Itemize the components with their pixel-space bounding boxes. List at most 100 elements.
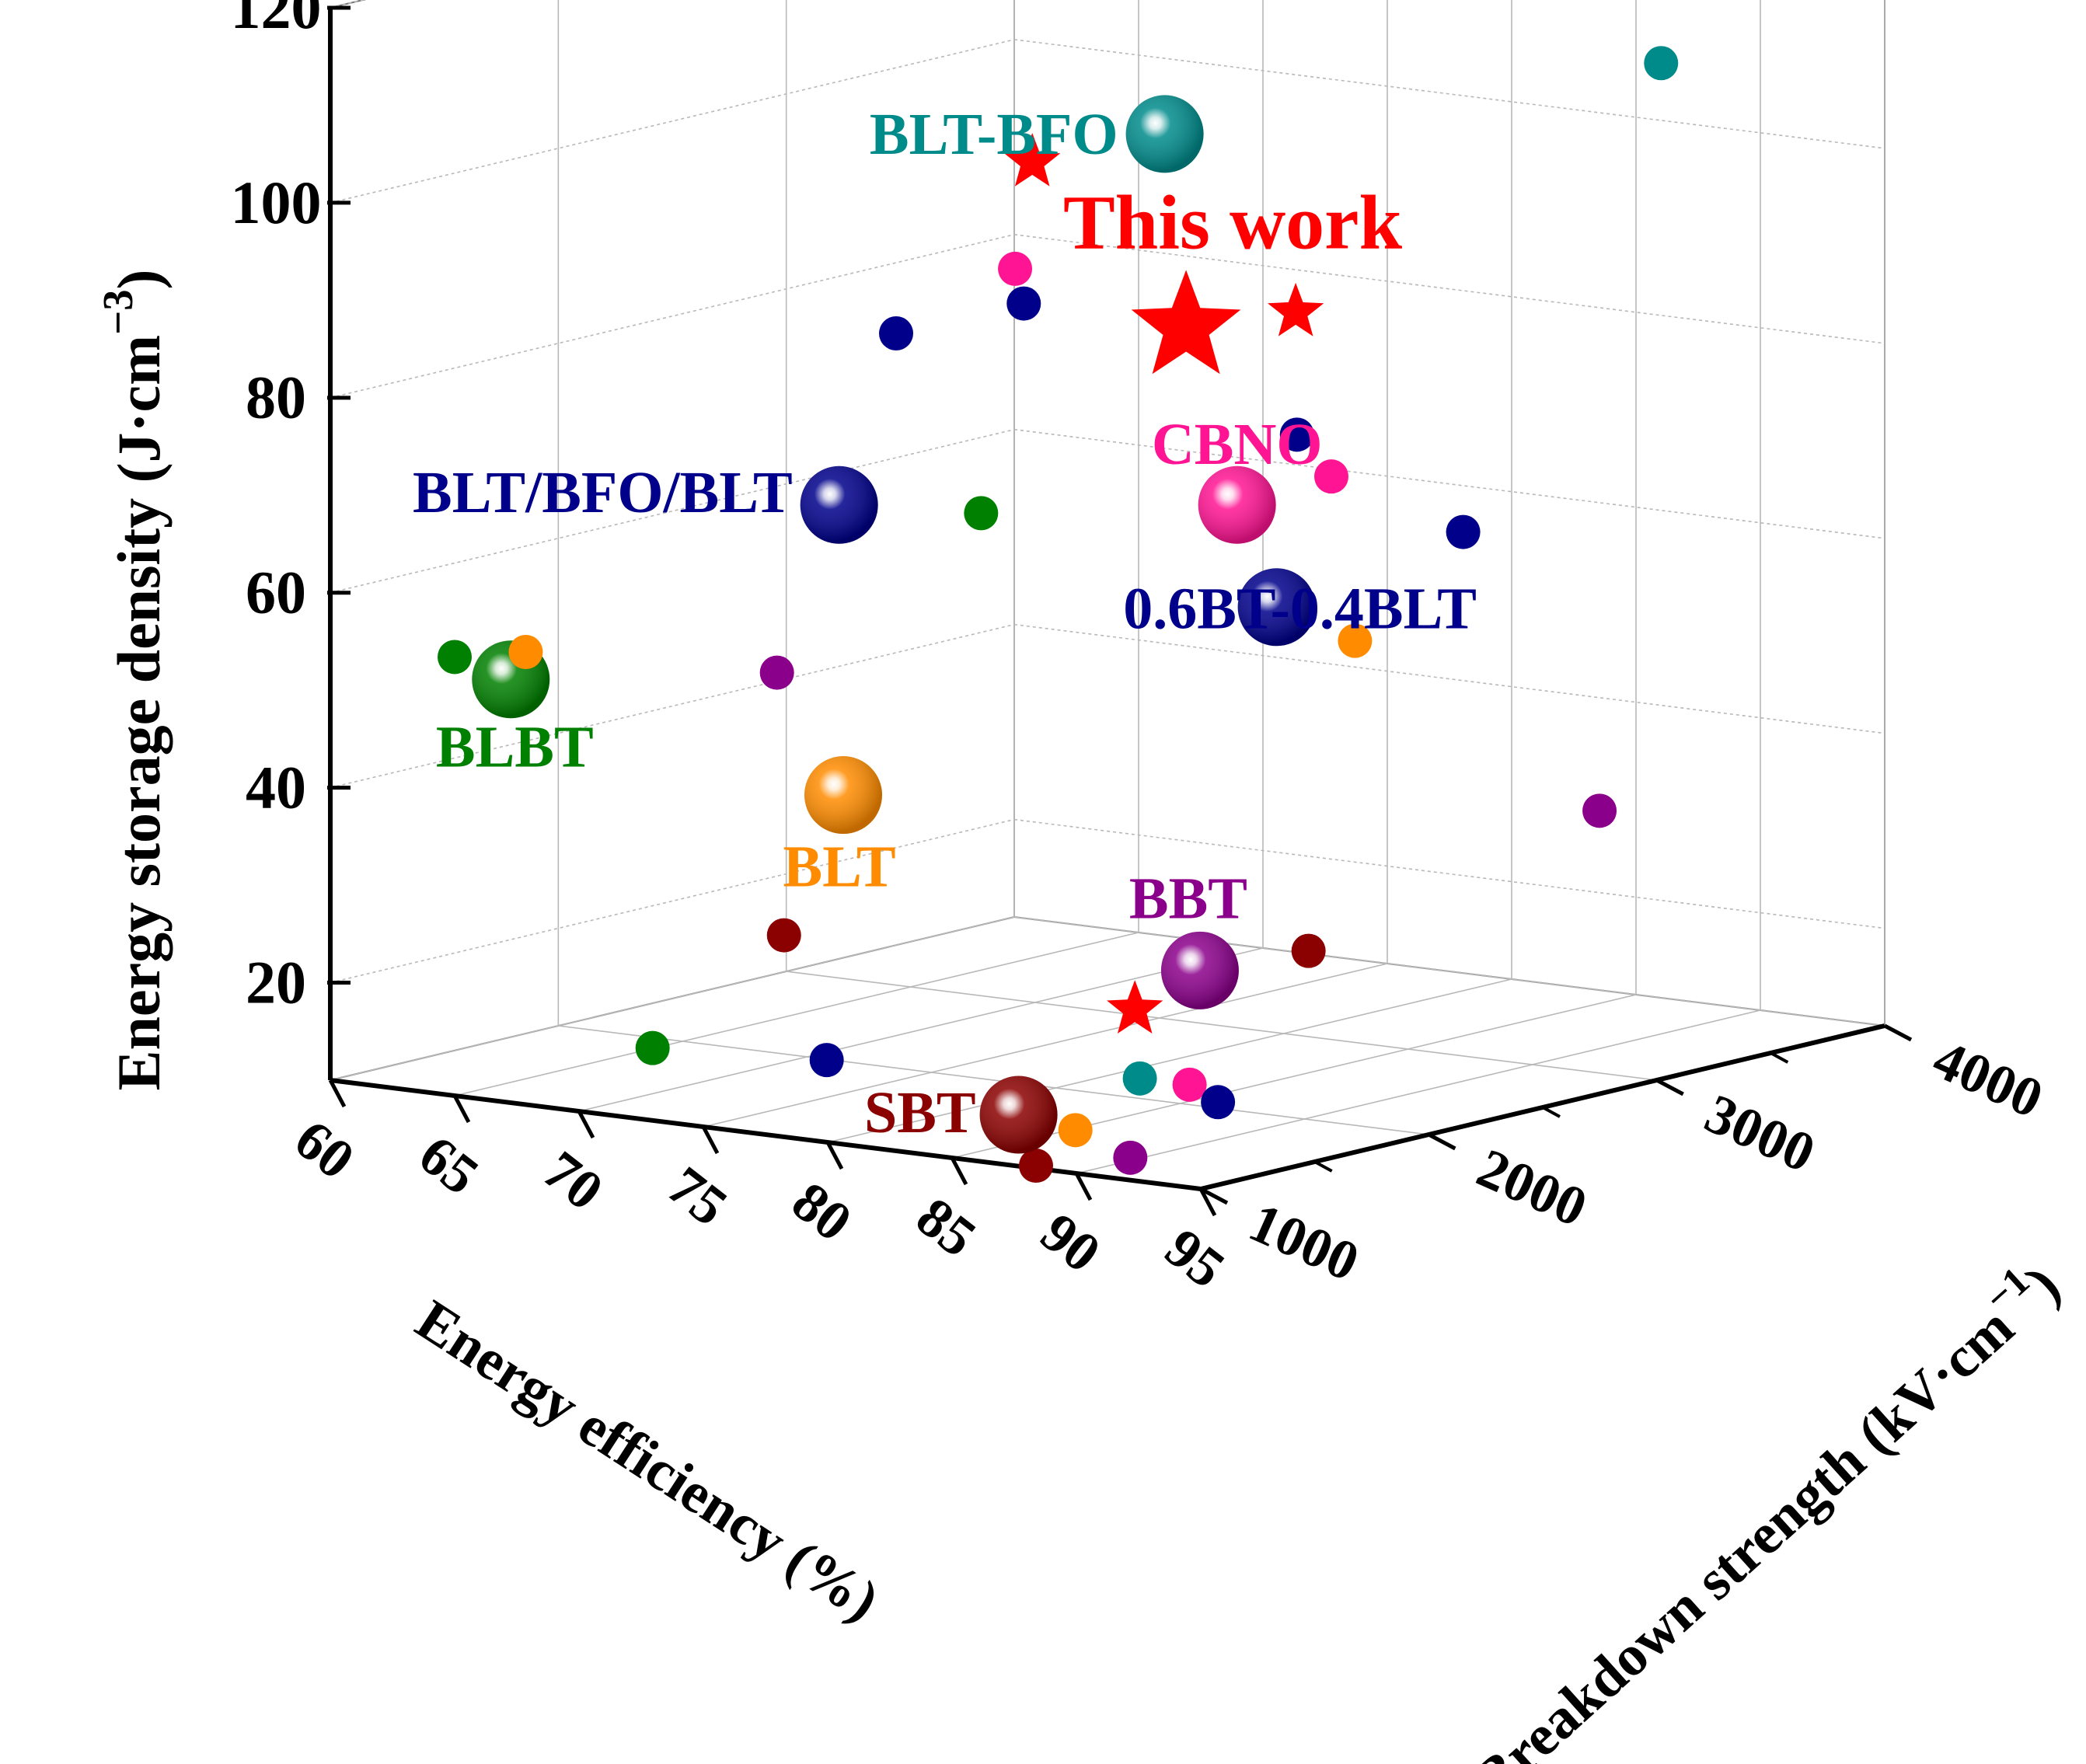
- z-tick: [1428, 1132, 1456, 1151]
- z-tick-label: 1000: [1240, 1191, 1368, 1293]
- grid-line: [330, 818, 1015, 984]
- data-point-gloss: [1198, 465, 1276, 544]
- y-tick-label: 120: [231, 0, 322, 41]
- y-tick-label: 60: [246, 559, 306, 626]
- data-point: [1314, 459, 1348, 494]
- x-tick-label: 75: [657, 1154, 739, 1237]
- data-point-gloss: [1237, 568, 1316, 647]
- series-label: This work: [1063, 179, 1403, 265]
- y-tick-label: 80: [246, 364, 306, 431]
- x-tick: [701, 1125, 720, 1155]
- data-point-gloss: [1160, 931, 1239, 1009]
- series-label: 0.6BT-0.4BLT: [1123, 577, 1477, 642]
- grid-line: [951, 994, 1637, 1159]
- x-tick: [328, 1079, 347, 1108]
- z-minor-tick: [1313, 1160, 1333, 1173]
- grid-line: [330, 39, 1015, 204]
- series-label: BLT: [783, 834, 895, 899]
- z-tick-label: 3000: [1697, 1082, 1824, 1184]
- y-tick-label: 40: [246, 754, 306, 821]
- z-tick: [1199, 1187, 1229, 1205]
- z-tick: [1883, 1023, 1913, 1042]
- data-point: [1446, 514, 1481, 549]
- x-tick: [1074, 1172, 1093, 1201]
- data-point: [998, 251, 1033, 286]
- data-point: [1058, 1113, 1093, 1148]
- grid-line: [330, 916, 1015, 1081]
- series-label: SBT: [864, 1080, 976, 1145]
- grid-line: [330, 234, 1015, 399]
- x-tick: [950, 1156, 968, 1186]
- y-tick-label: 20: [246, 948, 306, 1016]
- x-tick-label: 60: [284, 1107, 366, 1191]
- series-label: BBT: [1129, 866, 1247, 931]
- data-point: [1122, 1061, 1157, 1096]
- series-label: BLBT: [436, 715, 594, 780]
- x-tick-label: 70: [532, 1138, 615, 1222]
- data-point: [1279, 417, 1314, 452]
- grid-line: [454, 932, 1139, 1096]
- x-tick-label: 90: [1030, 1201, 1112, 1284]
- data-point-gloss: [804, 756, 882, 835]
- data-point: [759, 655, 794, 690]
- series-label: BLT/BFO/BLT: [413, 460, 793, 525]
- grid-lines: [330, 0, 1885, 1190]
- x-tick-label: 65: [408, 1123, 490, 1206]
- z-tick-label: 4000: [1924, 1027, 2052, 1130]
- data-point: [964, 496, 999, 531]
- grid-line: [1013, 916, 1885, 1027]
- series-label: CBNO: [1152, 412, 1323, 477]
- grid-line: [558, 1025, 1429, 1135]
- grid-line: [330, 623, 1015, 789]
- series-label: BLT-BFO: [870, 102, 1118, 167]
- data-point-gloss: [979, 1075, 1058, 1154]
- data-point: [879, 316, 913, 350]
- box-edge: [330, 0, 367, 9]
- grid-line: [330, 428, 1015, 594]
- data-point: [809, 1043, 844, 1078]
- x-axis-title: Energy efficiency (%): [405, 1288, 890, 1633]
- x-tick-label: 95: [1154, 1216, 1237, 1299]
- data-point: [1201, 1085, 1236, 1120]
- x-tick: [1198, 1187, 1217, 1217]
- x-tick: [825, 1141, 844, 1170]
- grid-line: [703, 963, 1388, 1128]
- data-point: [1338, 623, 1373, 658]
- data-point: [1644, 46, 1679, 81]
- data-points: [438, 46, 1679, 1184]
- data-point-star: [1004, 133, 1061, 187]
- y-tick-label: 100: [231, 169, 322, 236]
- series-labels: BLT-BFO This work CBNO BLT/BFO/BLT 0.6BT-0.4…: [413, 102, 1477, 1145]
- data-point: [635, 1030, 670, 1065]
- grid-line: [786, 971, 1657, 1081]
- x-tick: [452, 1094, 471, 1124]
- data-point-gloss: [800, 465, 878, 544]
- data-point: [508, 635, 543, 670]
- grid-line: [827, 978, 1512, 1143]
- grid-line: [578, 947, 1264, 1112]
- data-point: [1172, 1067, 1207, 1102]
- data-point-gloss: [1125, 95, 1204, 173]
- z-axis-title: Breakdown strength (kV·cm−1): [1456, 1246, 2072, 1764]
- z-minor-tick: [1770, 1051, 1789, 1064]
- z-tick-label: 2000: [1468, 1136, 1596, 1239]
- x-axis-line: [330, 1078, 1202, 1191]
- data-point: [1113, 1140, 1148, 1175]
- y-axis-title: Energy storage density (J·cm−3): [94, 269, 173, 1090]
- axes: [327, 5, 1913, 1217]
- data-point: [766, 918, 801, 953]
- x-tick-label: 85: [905, 1185, 988, 1268]
- z-minor-tick: [1542, 1106, 1561, 1118]
- z-tick: [1655, 1078, 1684, 1096]
- data-point: [438, 640, 472, 675]
- data-point-star: [1268, 282, 1324, 336]
- grid-line: [1076, 1009, 1761, 1174]
- data-point-star: [1131, 270, 1241, 375]
- data-point: [1582, 793, 1617, 828]
- data-point: [1291, 933, 1326, 968]
- data-point: [1006, 286, 1041, 321]
- axis-titles: Energy storage density (J·cm−3) Energy ef…: [94, 269, 2072, 1764]
- x-tick-label: 80: [781, 1170, 863, 1253]
- data-point-star: [1107, 980, 1163, 1034]
